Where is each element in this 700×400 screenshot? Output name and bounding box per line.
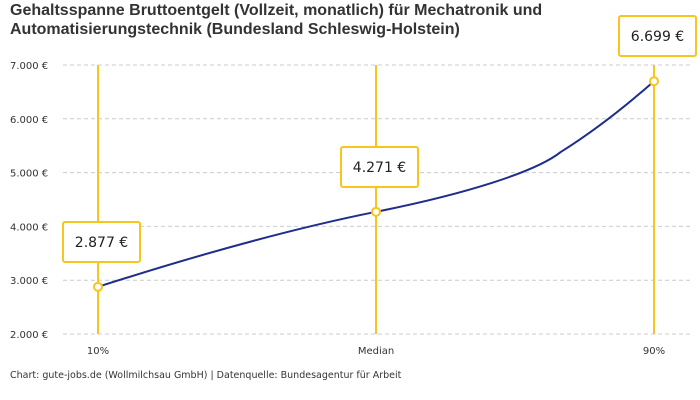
y-tick-label: 6.000 € <box>10 115 48 126</box>
data-label-box <box>618 15 697 57</box>
x-tick-label: 90% <box>643 346 665 357</box>
data-label: 6.699 € <box>631 29 684 45</box>
series-line <box>97 80 655 288</box>
chart-source: Chart: gute-jobs.de (Wollmilchsau GmbH) … <box>10 370 402 381</box>
chart-title: Gehaltsspanne Bruttoentgelt (Vollzeit, m… <box>10 2 543 38</box>
x-tick-label: Median <box>358 346 394 357</box>
data-label-box <box>62 221 141 263</box>
data-point <box>649 76 659 87</box>
y-tick-label: 4.000 € <box>10 222 48 233</box>
data-label: 2.877 € <box>75 235 128 251</box>
data-label: 4.271 € <box>353 160 406 176</box>
y-tick-label: 2.000 € <box>10 330 48 341</box>
data-point <box>93 281 103 292</box>
data-label-box <box>340 146 419 188</box>
data-point <box>371 206 381 217</box>
y-tick-label: 3.000 € <box>10 276 48 287</box>
y-tick-label: 5.000 € <box>10 169 48 180</box>
x-tick-label: 10% <box>87 346 109 357</box>
y-tick-label: 7.000 € <box>10 61 48 72</box>
